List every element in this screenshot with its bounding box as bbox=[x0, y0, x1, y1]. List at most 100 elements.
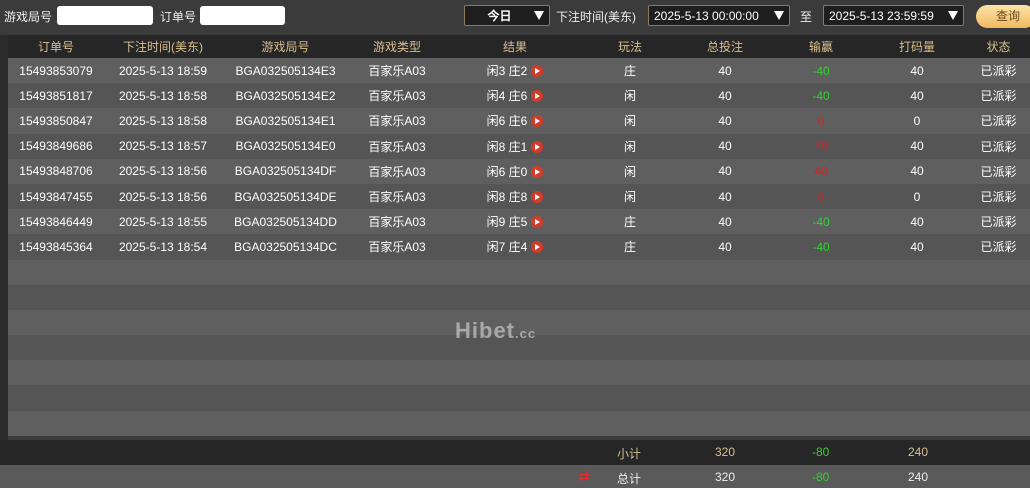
bet-value: 40 bbox=[718, 214, 732, 229]
subtotal-bet: 320 bbox=[715, 445, 736, 459]
cell-status: 已派彩 bbox=[967, 213, 1030, 230]
cell-status: 已派彩 bbox=[967, 163, 1030, 180]
cell-round: BGA032505134DD bbox=[222, 215, 349, 229]
cell-type: 百家乐A03 bbox=[349, 213, 445, 230]
refresh-icon[interactable]: ⇄ bbox=[578, 468, 590, 484]
cell-type: 百家乐A03 bbox=[349, 87, 445, 104]
status-value: 已派彩 bbox=[980, 114, 1017, 129]
game-round-input[interactable] bbox=[57, 6, 153, 25]
order-value: 15493846449 bbox=[19, 214, 93, 229]
total-row: ⇄ 总计 320 -80 240 bbox=[0, 465, 1030, 488]
order-value: 15493847455 bbox=[19, 189, 93, 204]
type-value: 百家乐A03 bbox=[368, 64, 426, 79]
cell-bet: 40 bbox=[675, 190, 775, 204]
cell-result: 闲8 庄8 bbox=[445, 188, 585, 205]
empty-row bbox=[8, 360, 1030, 386]
end-time-select[interactable]: 2025-5-13 23:59:59 bbox=[823, 5, 964, 26]
cell-play: 庄 bbox=[585, 62, 675, 79]
cell-play: 闲 bbox=[585, 163, 675, 180]
time-value: 2025-5-13 18:56 bbox=[118, 164, 208, 179]
cell-valid: 40 bbox=[867, 164, 967, 178]
cell-bet: 40 bbox=[675, 64, 775, 78]
table-row: 15493845364 2025-5-13 18:54 BGA032505134DC… bbox=[8, 234, 1030, 260]
cell-round: BGA032505134E0 bbox=[222, 139, 349, 153]
cell-order: 15493850847 bbox=[8, 114, 104, 128]
play-value: 庄 bbox=[623, 64, 636, 79]
order-input[interactable] bbox=[200, 6, 285, 25]
time-value: 2025-5-13 18:58 bbox=[118, 113, 208, 128]
result-value: 闲9 庄5 bbox=[486, 215, 528, 230]
cell-play: 庄 bbox=[585, 213, 675, 230]
cell-status: 已派彩 bbox=[967, 112, 1030, 129]
period-select[interactable]: 今日 bbox=[464, 5, 550, 26]
result-value: 闲8 庄8 bbox=[486, 190, 528, 205]
column-header: 玩法 bbox=[617, 40, 642, 54]
subtotal-row: 小计 320 -80 240 bbox=[0, 440, 1030, 465]
cell-bet: 40 bbox=[675, 139, 775, 153]
bet-value: 40 bbox=[718, 113, 732, 128]
status-value: 已派彩 bbox=[980, 139, 1017, 154]
play-value: 庄 bbox=[623, 215, 636, 230]
play-video-icon[interactable] bbox=[531, 90, 544, 103]
column-header: 输赢 bbox=[808, 40, 833, 54]
win-value: -40 bbox=[812, 88, 830, 103]
cell-type: 百家乐A03 bbox=[349, 188, 445, 205]
cell-win: 40 bbox=[775, 139, 867, 153]
valid-value: 40 bbox=[910, 239, 924, 254]
table-header: 订单号 下注时间(美东) 游戏局号 游戏类型 结果 玩法 总投注 输赢 打码量 状态 bbox=[8, 35, 1030, 58]
play-video-icon[interactable] bbox=[531, 115, 544, 128]
result-value: 闲4 庄6 bbox=[486, 89, 528, 104]
valid-value: 40 bbox=[910, 164, 924, 179]
cell-bet: 40 bbox=[675, 114, 775, 128]
empty-row bbox=[8, 385, 1030, 411]
cell-time: 2025-5-13 18:55 bbox=[104, 215, 222, 229]
cell-type: 百家乐A03 bbox=[349, 163, 445, 180]
to-label: 至 bbox=[800, 10, 813, 24]
cell-play: 闲 bbox=[585, 87, 675, 104]
cell-bet: 40 bbox=[675, 164, 775, 178]
bet-value: 40 bbox=[718, 63, 732, 78]
status-value: 已派彩 bbox=[980, 64, 1017, 79]
left-strip bbox=[0, 35, 8, 488]
start-time-select[interactable]: 2025-5-13 00:00:00 bbox=[648, 5, 790, 26]
play-video-icon[interactable] bbox=[531, 65, 544, 78]
table-row: 15493847455 2025-5-13 18:56 BGA032505134DE… bbox=[8, 183, 1030, 210]
play-value: 闲 bbox=[623, 164, 636, 179]
cell-time: 2025-5-13 18:59 bbox=[104, 64, 222, 78]
period-value: 今日 bbox=[487, 9, 512, 23]
win-value: 0 bbox=[817, 189, 825, 204]
time-value: 2025-5-13 18:57 bbox=[118, 139, 208, 154]
cell-round: BGA032505134E2 bbox=[222, 89, 349, 103]
column-header: 打码量 bbox=[898, 40, 935, 54]
round-value: BGA032505134DC bbox=[234, 239, 337, 254]
play-video-icon[interactable] bbox=[531, 191, 544, 204]
empty-row bbox=[8, 284, 1030, 310]
play-video-icon[interactable] bbox=[531, 140, 544, 153]
bet-value: 40 bbox=[718, 164, 732, 179]
cell-result: 闲3 庄2 bbox=[445, 62, 585, 79]
chevron-down-icon bbox=[534, 11, 544, 20]
total-win: -80 bbox=[812, 470, 830, 484]
cell-bet: 40 bbox=[675, 240, 775, 254]
query-button[interactable]: 查询 bbox=[976, 5, 1030, 28]
table-row: 15493850847 2025-5-13 18:58 BGA032505134E1… bbox=[8, 108, 1030, 134]
time-value: 2025-5-13 18:58 bbox=[118, 88, 208, 103]
cell-type: 百家乐A03 bbox=[349, 238, 445, 255]
time-label: 下注时间(美东) bbox=[556, 10, 636, 24]
table-row: 15493846449 2025-5-13 18:55 BGA032505134DD… bbox=[8, 209, 1030, 235]
cell-status: 已派彩 bbox=[967, 188, 1030, 205]
bet-value: 40 bbox=[718, 88, 732, 103]
play-value: 庄 bbox=[623, 240, 636, 255]
cell-order: 15493846449 bbox=[8, 215, 104, 229]
cell-order: 15493853079 bbox=[8, 64, 104, 78]
chevron-down-icon bbox=[948, 11, 958, 20]
play-video-icon[interactable] bbox=[531, 241, 544, 254]
play-video-icon[interactable] bbox=[531, 165, 544, 178]
watermark: Hibet.cc bbox=[455, 318, 537, 343]
order-value: 15493851817 bbox=[19, 88, 93, 103]
cell-play: 闲 bbox=[585, 188, 675, 205]
cell-type: 百家乐A03 bbox=[349, 112, 445, 129]
cell-order: 15493848706 bbox=[8, 164, 104, 178]
column-header: 总投注 bbox=[706, 40, 743, 54]
play-video-icon[interactable] bbox=[531, 216, 544, 229]
